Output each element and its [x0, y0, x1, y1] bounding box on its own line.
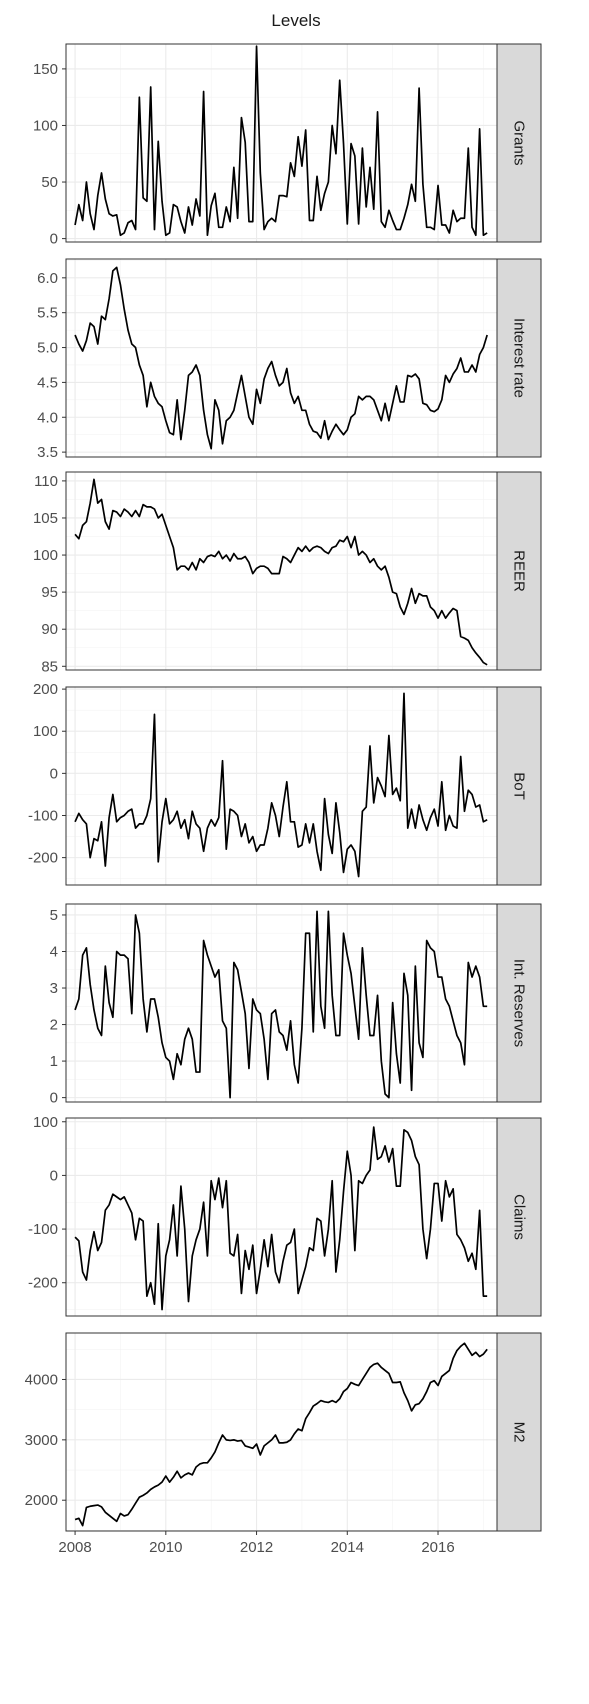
m2-strip-label: M2: [511, 1422, 528, 1443]
int-reserves-y-tick-label: 1: [50, 1053, 58, 1070]
claims-strip: [496, 1117, 542, 1317]
x-axis: 2008 2010 2012 2014 2016: [58, 1531, 455, 1556]
facet-grants: 0 50 100 150 Grants: [33, 43, 542, 248]
int-reserves-y-tick-label: 0: [50, 1090, 58, 1107]
grants-strip: [496, 43, 542, 243]
bot-strip: [496, 686, 542, 886]
reer-y-tick-label: 105: [33, 510, 58, 527]
interest-rate-y-tick-label: 5.5: [37, 305, 58, 322]
claims-y-tick-label: 0: [50, 1167, 58, 1184]
claims-y-tick-label: -100: [28, 1221, 58, 1238]
interest-rate-y-tick-label: 4.0: [37, 409, 58, 426]
grants-y-tick-label: 50: [41, 174, 58, 191]
int-reserves-y-tick-label: 5: [50, 907, 58, 924]
int-reserves-y-tick-label: 4: [50, 943, 58, 960]
grants-y-tick-label: 150: [33, 61, 58, 78]
grants-strip-label: Grants: [511, 120, 528, 165]
claims-panel: [65, 1117, 498, 1317]
claims-y-tick-label: -200: [28, 1275, 58, 1292]
x-tick-label: 2008: [58, 1539, 91, 1556]
m2-panel: [65, 1332, 498, 1532]
x-tick-label: 2016: [421, 1539, 454, 1556]
bot-y-tick-label: -200: [28, 850, 58, 867]
claims-strip-label: Claims: [511, 1194, 528, 1240]
facet-int-reserves: 0 1 2 3 4 5 Int. Reserves: [50, 903, 542, 1107]
grants-panel: [65, 43, 498, 243]
reer-y-tick-label: 90: [41, 621, 58, 638]
int-reserves-strip: [496, 903, 542, 1103]
facet-claims: -200 -100 0 100 Claims: [28, 1114, 542, 1317]
m2-y-tick-label: 3000: [25, 1432, 58, 1449]
m2-strip: [496, 1332, 542, 1532]
interest-rate-series-line: [74, 266, 488, 450]
bot-y-tick-label: -100: [28, 807, 58, 824]
interest-rate-panel: [65, 258, 498, 458]
reer-strip-label: REER: [511, 550, 528, 592]
reer-strip: [496, 471, 542, 671]
x-tick-label: 2012: [240, 1539, 273, 1556]
reer-series-line: [74, 478, 488, 666]
facet-reer: 85 90 95 100 105 110 REER: [33, 471, 542, 675]
grants-series-line: [74, 45, 488, 237]
grants-y-tick-label: 0: [50, 231, 58, 248]
interest-rate-y-tick-label: 5.0: [37, 340, 58, 357]
m2-y-tick-label: 2000: [25, 1492, 58, 1509]
x-tick-label: 2010: [149, 1539, 182, 1556]
bot-y-tick-label: 100: [33, 723, 58, 740]
facet-m2: 2000 3000 4000 M2: [25, 1332, 542, 1532]
reer-y-tick-label: 100: [33, 547, 58, 564]
claims-y-tick-label: 100: [33, 1114, 58, 1131]
interest-rate-strip-label: Interest rate: [511, 318, 528, 398]
bot-y-tick-label: 0: [50, 765, 58, 782]
facet-panels: 050100150Grants3.54.04.55.05.56.0Interes…: [25, 43, 542, 1532]
bot-panel: [65, 686, 498, 886]
interest-rate-y-tick-label: 3.5: [37, 444, 58, 461]
chart-title: Levels: [271, 11, 320, 30]
x-tick-label: 2014: [331, 1539, 364, 1556]
reer-y-tick-label: 95: [41, 584, 58, 601]
int-reserves-y-tick-label: 3: [50, 980, 58, 997]
grants-y-tick-label: 100: [33, 117, 58, 134]
reer-panel: [65, 471, 498, 671]
interest-rate-y-tick-label: 6.0: [37, 270, 58, 287]
reer-y-tick-label: 85: [41, 658, 58, 675]
reer-y-tick-label: 110: [34, 473, 58, 490]
int-reserves-strip-label: Int. Reserves: [511, 959, 528, 1047]
facet-interest-rate: 3.5 4.0 4.5 5.0 5.5 6.0 Interest rate: [37, 258, 542, 461]
bot-y-tick-label: 200: [33, 681, 58, 698]
m2-y-tick-label: 4000: [25, 1371, 58, 1388]
bot-strip-label: BoT: [511, 772, 528, 800]
m2-series-line: [74, 1342, 488, 1527]
int-reserves-series-line: [74, 910, 488, 1099]
interest-rate-strip: [496, 258, 542, 458]
int-reserves-y-tick-label: 2: [50, 1017, 58, 1034]
claims-series-line: [74, 1126, 488, 1311]
facet-bot: -200 -100 0 100 200 BoT: [28, 681, 542, 886]
interest-rate-y-tick-label: 4.5: [37, 374, 58, 391]
bot-series-line: [74, 692, 488, 878]
